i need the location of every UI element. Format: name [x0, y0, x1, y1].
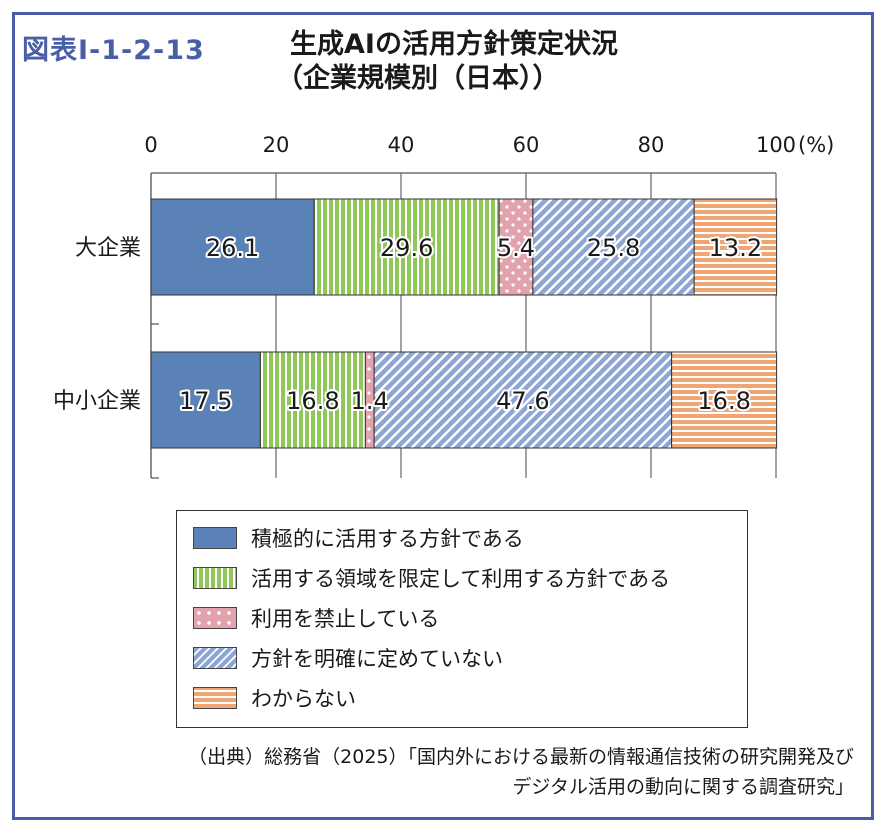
legend-swatch	[193, 647, 237, 669]
legend-item: わからない	[193, 683, 356, 713]
legend-swatch	[193, 567, 237, 589]
bar-segment	[313, 198, 500, 296]
x-tick-label: 60	[513, 133, 540, 157]
data-label: 17.5	[179, 387, 232, 415]
bar-segment	[693, 198, 778, 296]
legend-label: 方針を明確に定めていない	[251, 647, 503, 671]
data-labels: 26.1 29.6 5.4 25.8 13.2 17.5 16.8 1.4 47.6 16.8	[177, 232, 764, 417]
legend-item: 活用する領域を限定して利用する方針である	[193, 563, 670, 593]
bar-segment	[532, 198, 695, 296]
source-note: （出典）総務省（2025）「国内外における最新の情報通信技術の研究開発及び デジ…	[188, 742, 854, 802]
x-tick-label: 80	[638, 133, 665, 157]
x-unit-label: (%)	[798, 133, 834, 157]
chart-title-line2: （企業規模別（日本））	[276, 63, 560, 94]
bar-segment	[150, 198, 315, 296]
bar-segment	[671, 351, 778, 449]
data-label: 29.6	[380, 234, 433, 262]
bar-segment	[259, 351, 366, 449]
legend-item: 積極的に活用する方針である	[193, 523, 524, 553]
bar-segment	[373, 351, 673, 449]
data-label: 26.1	[206, 234, 259, 262]
chart-title-line1: 生成AIの活用方針策定状況	[290, 29, 618, 60]
data-label: 25.8	[587, 234, 640, 262]
data-label: 16.8	[286, 387, 339, 415]
legend-label: 活用する領域を限定して利用する方針である	[251, 567, 671, 591]
legend-item: 利用を禁止している	[193, 603, 439, 633]
data-label: 16.8	[697, 387, 750, 415]
legend-swatch	[193, 687, 237, 709]
data-label: 47.6	[496, 387, 549, 415]
legend-item: 方針を明確に定めていない	[193, 643, 503, 673]
legend-swatch	[193, 607, 237, 629]
data-label: 13.2	[709, 234, 762, 262]
bar-segment	[498, 198, 534, 296]
source-line2: デジタル活用の動向に関する調査研究」	[512, 776, 854, 798]
legend-swatch	[193, 527, 237, 549]
x-tick-label: 20	[263, 133, 290, 157]
bar-segment	[150, 351, 261, 449]
category-label: 大企業	[75, 236, 141, 261]
legend-label: わからない	[251, 687, 356, 711]
x-tick-label: 0	[144, 133, 157, 157]
bars	[150, 198, 778, 449]
data-label: 5.4	[497, 234, 535, 262]
legend: 積極的に活用する方針である活用する領域を限定して利用する方針である 利用を禁止して…	[176, 510, 748, 728]
legend-label: 利用を禁止している	[251, 607, 440, 631]
source-line1: （出典）総務省（2025）「国内外における最新の情報通信技術の研究開発及び	[188, 746, 854, 768]
data-label: 1.4	[351, 387, 389, 415]
category-label: 中小企業	[53, 389, 141, 414]
x-tick-label: 100	[756, 133, 796, 157]
chart-title: 生成AIの活用方針策定状況 （企業規模別（日本））	[276, 28, 618, 96]
x-tick-label: 40	[388, 133, 415, 157]
legend-label: 積極的に活用する方針である	[251, 527, 524, 551]
figure-label: 図表Ⅰ-1-2-13	[22, 35, 205, 66]
